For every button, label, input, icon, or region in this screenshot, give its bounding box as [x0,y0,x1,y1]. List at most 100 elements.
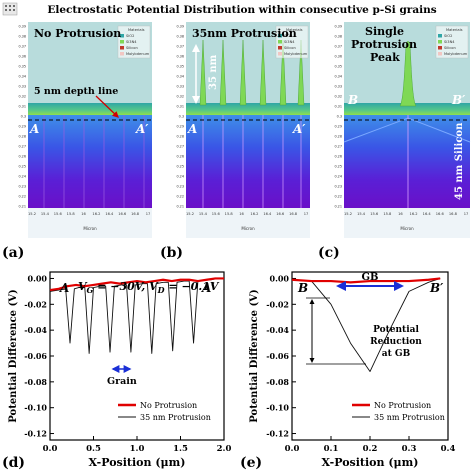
panel-a-y-tick: 0.37 [18,45,26,49]
window-grid-icon [2,2,18,16]
panel-a-y-tick: 0.22 [18,195,26,199]
chart-e-x-tick-label: 0.3 [402,444,417,454]
panel-c-legend-swatch [438,46,442,50]
panel-a-y-tick: 0.26 [18,155,26,159]
chart-d-eq-v1: V [78,280,88,293]
chart-d-series [49,277,224,354]
panel-b-y-tick: 0.33 [176,85,184,89]
panel-a-annotation: 5 nm depth line [34,86,118,97]
panel-a-x-tick: 17 [146,212,151,216]
panel-a-oxide-band [28,103,152,115]
panel-b-x-tick: 16.8 [289,212,298,216]
panel-b-y-tick: 0.29 [176,125,184,129]
chart-e-y-tick-label: -0.08 [266,377,289,387]
panel-b-arrow-head-bottom [192,96,200,104]
chart-e-annotation-line1: Potential [373,325,419,335]
panel-c-heading-line3: Peak [370,51,400,64]
panel-c-y-tick: 0.34 [334,75,342,79]
panel-c-legend-label: Molybdenum [444,52,468,56]
chart-d-y-tick-label: -0.02 [24,299,47,309]
panel-c-y-tick: 0.32 [334,95,342,99]
panel-c-silicon [344,115,470,208]
panel-a-x-tick: 16.2 [92,212,100,216]
panel-a-y-ticks: 0.39 0.38 0.37 0.36 0.35 0.34 0.33 0.32 0.31 0.3 0… [18,25,26,209]
panel-a-x-tick: 15.2 [28,212,36,216]
chart-d-y-tick-label: -0.12 [24,429,47,439]
panel-c-legend: Materials SiO2 Si3N4 Silicon Molybdenum [435,25,469,59]
panel-a-legend-label: SiO2 [126,34,134,38]
panel-b-x-tick: 16.2 [250,212,258,216]
chart-e-annotation-line3: at GB [382,349,411,359]
panel-c-x-tick: 15.2 [344,212,352,216]
chart-e-legend: No Protrusion 35 nm Protrusion [352,401,445,422]
chart-d-x-tick-label: 0.0 [43,444,58,454]
panel-c-oxide-band [344,103,470,115]
panel-c-y-tick: 0.24 [334,175,342,179]
chart-d-series-1-line [49,278,224,354]
panel-a-legend-swatch [120,40,124,44]
chart-e-x-tick-label: 0.2 [363,444,378,454]
panel-a-legend: Materials SiO2 Si3N4 Silicon Molybdenum [117,25,151,59]
chart-d-legend: No Protrusion 35 nm Protrusion [118,401,211,422]
chart-d-ylabel: Potential Difference (V) [8,289,19,422]
panel-c-y-ticks: 0.39 0.38 0.37 0.36 0.35 0.34 0.33 0.32 0.31 0.3 0… [334,25,342,209]
chart-e-annotation-line2: Reduction [370,337,422,347]
panel-a-y-tick: 0.24 [18,175,26,179]
chart-d-tag: (d) [2,455,25,470]
chart-e-x-tick-label: 0.0 [285,444,300,454]
chart-e-legend-label-0: No Protrusion [374,401,431,410]
chart-e-y-tick-label: -0.04 [266,325,289,335]
panel-a-y-tick: 0.39 [18,25,26,29]
panel-a: Materials SiO2 Si3N4 Silicon Molybdenum No P… [0,20,155,261]
chart-e-legend-label-1: 35 nm Protrusion [374,413,445,422]
panel-b-y-tick: 0.31 [176,105,184,109]
chart-e-y-tick-label: -0.02 [266,299,289,309]
panel-c-legend-label: Materials [446,28,463,32]
panel-a-heading: No Protrusion [34,27,121,40]
panel-b-x-tick: 16 [239,212,244,216]
chart-e-y-tick-label: -0.10 [266,403,289,413]
panel-b-legend-label: SiO2 [284,34,292,38]
panel-b-silicon [186,115,310,208]
panel-a-x-ticks: 15.2 15.4 15.6 15.8 16 16.2 16.4 16.6 16.8 17 [28,212,150,216]
panel-c-tag: (c) [318,245,340,261]
panel-c-y-tick: 0.28 [334,135,342,139]
chart-d-series-0-line [49,277,224,292]
chart-e-tag: (e) [240,455,262,470]
panel-b-legend-label: Si3N4 [284,40,295,44]
panel-a-y-tick: 0.33 [18,85,26,89]
chart-d-y-tick-label: -0.08 [24,377,47,387]
chart-d-x-tick-label: 2.0 [217,444,232,454]
panel-a-y-tick: 0.27 [18,145,26,149]
panel-a-annotation-arrow [95,95,119,118]
panel-c-legend-label: Silicon [444,46,456,50]
panel-c-y-tick: 0.25 [334,165,342,169]
panel-c: Materials SiO2 Si3N4 Silicon Molybdenum Sing… [318,22,471,261]
panel-c-heading-line2: Protrusion [351,38,417,51]
chart-d-right-marker: A′ [201,281,215,295]
chart-d-legend-label-1: 35 nm Protrusion [140,413,211,422]
panel-b-x-ticks: 15.2 15.4 15.6 15.8 16 16.2 16.4 16.6 16.8 17 [186,212,308,216]
panel-c-legend-swatch [438,40,442,44]
panel-b-tag: (b) [160,245,183,261]
panel-b-y-tick: 0.36 [176,55,184,59]
panel-b-y-tick: 0.27 [176,145,184,149]
panel-b-legend-swatch [278,52,282,56]
panel-c-y-tick: 0.33 [334,85,342,89]
panel-c-x-tick: 16.6 [436,212,445,216]
chart-d-plot-area [49,271,225,441]
panel-c-y-tick: 0.26 [334,155,342,159]
panel-b-legend-swatch [278,34,282,38]
panel-c-y-tick: 0.22 [334,195,342,199]
chart-d-xlabel: X-Position (μm) [89,456,186,469]
panel-c-x-ticks: 15.2 15.4 15.6 15.8 16 16.2 16.4 16.6 16.8 17 [344,212,468,216]
chart-d-x-tick-label: 1.5 [173,444,188,454]
panel-a-y-tick: 0.31 [18,105,26,109]
panel-c-y-tick: 0.35 [334,65,342,69]
panel-b-x-tick: 15.2 [186,212,194,216]
panel-c-legend-label: Si3N4 [444,40,455,44]
panel-a-x-tick: 15.8 [67,212,76,216]
panel-b-grain-boundaries [202,115,302,208]
panel-c-left-marker: B [347,93,358,107]
